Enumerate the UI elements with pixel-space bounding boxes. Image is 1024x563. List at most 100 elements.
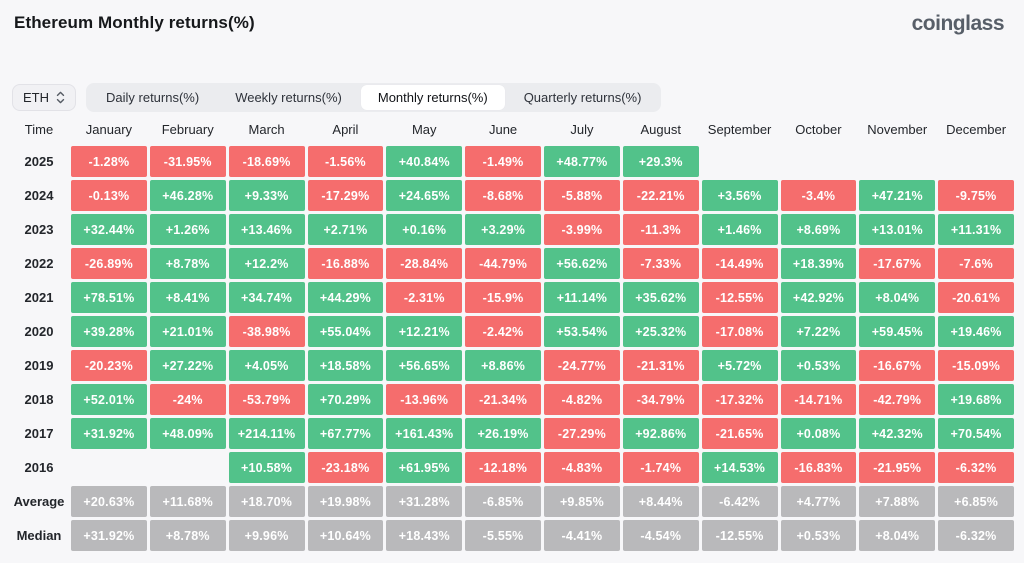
- tab-quarterly-returns[interactable]: Quarterly returns(%): [507, 85, 659, 110]
- return-cell: +29.3%: [622, 146, 699, 177]
- return-cell: -9.75%: [938, 180, 1014, 211]
- return-cell: +35.62%: [622, 282, 699, 313]
- return-cell: -3.4%: [780, 180, 857, 211]
- return-cell: -15.09%: [938, 350, 1014, 381]
- return-cell: +53.54%: [544, 316, 620, 347]
- return-cell: +47.21%: [859, 180, 936, 211]
- symbol-select[interactable]: ETH: [12, 84, 76, 111]
- return-cell: -14.49%: [701, 248, 778, 279]
- coinglass-logo: coinglass: [911, 12, 1005, 35]
- column-header-time: Time: [24, 121, 54, 137]
- tab-monthly-returns[interactable]: Monthly returns(%): [360, 85, 505, 110]
- return-cell: +27.22%: [149, 350, 226, 381]
- tab-daily-returns[interactable]: Daily returns(%): [89, 85, 216, 110]
- return-cell: -6.32%: [938, 520, 1014, 551]
- return-cell: +3.29%: [465, 214, 541, 245]
- return-cell: -12.55%: [701, 282, 778, 313]
- return-cell: -31.95%: [149, 146, 226, 177]
- return-cell: -34.79%: [622, 384, 699, 415]
- return-cell: -8.68%: [465, 180, 541, 211]
- return-cell: +8.41%: [149, 282, 226, 313]
- return-cell: +9.33%: [228, 180, 305, 211]
- return-cell: -4.82%: [544, 384, 620, 415]
- return-cell: +11.14%: [544, 282, 620, 313]
- controls-bar: ETH Daily returns(%) Weekly returns(%) M…: [12, 83, 662, 112]
- return-cell: +61.95%: [386, 452, 463, 483]
- return-cell: +46.28%: [149, 180, 226, 211]
- row-label: 2024: [24, 188, 54, 203]
- return-cell: +0.53%: [780, 520, 857, 551]
- return-cell: +8.04%: [859, 282, 936, 313]
- returns-period-tabs: Daily returns(%) Weekly returns(%) Month…: [86, 83, 662, 112]
- return-cell: -22.21%: [622, 180, 699, 211]
- chevron-updown-icon: [56, 91, 65, 104]
- return-cell: +26.19%: [465, 418, 541, 449]
- column-header-month: October: [795, 121, 842, 137]
- column-header-month: March: [248, 121, 285, 137]
- return-cell: -6.32%: [938, 452, 1014, 483]
- column-header-month: April: [332, 121, 359, 137]
- return-cell: -4.54%: [622, 520, 699, 551]
- return-cell: -0.13%: [71, 180, 147, 211]
- tab-weekly-returns[interactable]: Weekly returns(%): [218, 85, 359, 110]
- empty-cell: [702, 146, 778, 177]
- return-cell: +18.58%: [307, 350, 384, 381]
- return-cell: +8.78%: [149, 520, 226, 551]
- row-label: 2016: [24, 460, 54, 475]
- return-cell: -16.88%: [307, 248, 384, 279]
- return-cell: +18.70%: [228, 486, 305, 517]
- return-cell: +7.88%: [859, 486, 936, 517]
- return-cell: +70.29%: [307, 384, 384, 415]
- return-cell: -12.18%: [465, 452, 541, 483]
- return-cell: +10.58%: [228, 452, 305, 483]
- return-cell: -17.32%: [701, 384, 778, 415]
- return-cell: +40.84%: [386, 146, 463, 177]
- return-cell: -21.31%: [622, 350, 699, 381]
- return-cell: +2.71%: [307, 214, 384, 245]
- return-cell: +9.85%: [544, 486, 620, 517]
- row-label: 2018: [24, 392, 54, 407]
- return-cell: -2.31%: [386, 282, 463, 313]
- return-cell: +44.29%: [307, 282, 384, 313]
- return-cell: +7.22%: [780, 316, 857, 347]
- return-cell: +1.46%: [701, 214, 778, 245]
- page-title: Ethereum Monthly returns(%): [14, 13, 255, 32]
- return-cell: +0.53%: [780, 350, 857, 381]
- return-cell: -4.41%: [544, 520, 620, 551]
- return-cell: +20.63%: [71, 486, 147, 517]
- return-cell: +31.92%: [71, 520, 147, 551]
- return-cell: -53.79%: [228, 384, 305, 415]
- return-cell: +42.32%: [859, 418, 936, 449]
- column-header-month: May: [411, 121, 437, 137]
- return-cell: +0.08%: [780, 418, 857, 449]
- return-cell: +14.53%: [701, 452, 778, 483]
- return-cell: +78.51%: [71, 282, 147, 313]
- return-cell: -1.74%: [622, 452, 699, 483]
- return-cell: -21.95%: [859, 452, 936, 483]
- return-cell: +42.92%: [780, 282, 857, 313]
- row-label: 2025: [24, 154, 54, 169]
- return-cell: +10.64%: [307, 520, 384, 551]
- return-cell: -15.9%: [465, 282, 541, 313]
- row-label: 2020: [24, 324, 54, 339]
- return-cell: +0.16%: [386, 214, 463, 245]
- return-cell: +34.74%: [228, 282, 305, 313]
- return-cell: -1.56%: [307, 146, 384, 177]
- return-cell: +24.65%: [386, 180, 463, 211]
- returns-table: Time January February March April May June July…: [10, 115, 1014, 551]
- return-cell: +18.43%: [386, 520, 463, 551]
- return-cell: +11.68%: [149, 486, 226, 517]
- return-cell: +56.62%: [544, 248, 620, 279]
- return-cell: +67.77%: [307, 418, 384, 449]
- return-cell: -44.79%: [465, 248, 541, 279]
- return-cell: -17.08%: [701, 316, 778, 347]
- return-cell: -5.88%: [544, 180, 620, 211]
- return-cell: -17.29%: [307, 180, 384, 211]
- return-cell: -1.49%: [465, 146, 541, 177]
- return-cell: +19.98%: [307, 486, 384, 517]
- return-cell: +8.44%: [622, 486, 699, 517]
- return-cell: +13.01%: [859, 214, 936, 245]
- empty-cell: [859, 146, 935, 177]
- empty-cell: [71, 452, 147, 483]
- return-cell: +19.46%: [938, 316, 1014, 347]
